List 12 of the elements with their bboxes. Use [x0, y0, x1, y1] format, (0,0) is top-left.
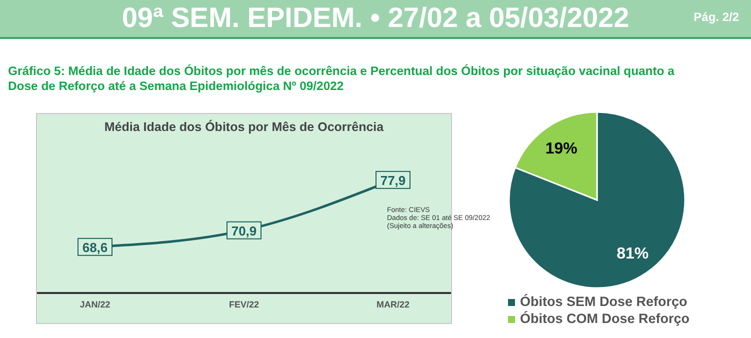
data-label: 19%: [545, 140, 578, 158]
chart-title: Média Idade dos Óbitos por Mês de Ocorrência: [103, 120, 385, 134]
legend-label: Óbitos SEM Dose Reforço: [519, 293, 688, 310]
x-tick-label: JAN/22: [80, 299, 110, 310]
x-tick-label: MAR/22: [376, 299, 410, 310]
text: Gráfico 5: Média de Idade dos Óbitos por mês de ocorrência e Percentual dos Óbitos por situação vacinal quanto a Dose de Reforço até a Semana Epidemiológica Nº 09/2022: [8, 64, 676, 94]
text: 09ª SEM. EPIDEM. • 27/02 a 05/03/2022: [122, 2, 630, 33]
text: Pág. 2/2: [694, 10, 739, 24]
legend-label: Óbitos COM Dose Reforço: [519, 310, 690, 327]
pie-slice: [508, 111, 686, 289]
x-tick-label: FEV/22: [228, 299, 260, 310]
data-label: 81%: [616, 245, 649, 262]
